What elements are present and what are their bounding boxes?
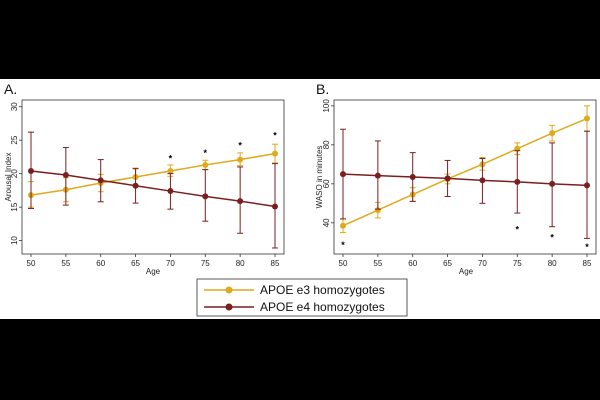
- panel-a-plot-frame: [21, 99, 285, 255]
- panel-a-x-tick-label: 60: [96, 259, 105, 268]
- panel-b-e3-data-point: [549, 130, 556, 137]
- panel-a-letter: A.: [4, 81, 17, 97]
- panel-a-e4-data-point: [132, 182, 139, 189]
- legend-e3-marker: [225, 286, 233, 294]
- panel-b-plot-frame: [333, 99, 597, 255]
- panel-a-e3-data-point: [272, 150, 278, 157]
- panel-b-e3-data-point: [340, 222, 346, 229]
- panel-a-significance-star: *: [273, 130, 277, 140]
- panel-a-e4-data-point: [167, 188, 174, 195]
- panel-b-series: [340, 105, 590, 239]
- panel-b-e4-data-point: [549, 180, 556, 187]
- panel-b-e3-data-point: [374, 207, 381, 214]
- panel-a-x-tick-label: 55: [61, 259, 70, 268]
- panel-b-x-tick-label: 70: [478, 259, 487, 268]
- panel-b-significance-star: *: [341, 240, 345, 250]
- panel-a-series: [28, 131, 278, 249]
- panel-a-e3-data-point: [237, 156, 244, 163]
- panel-a-e4-data-point: [62, 171, 69, 178]
- panel-b-x-tick-label: 75: [513, 259, 522, 268]
- panel-b-significance-star: *: [550, 232, 554, 242]
- panel-b-e4-data-point: [584, 182, 590, 189]
- panel-b-x-ticks: 50 55 60 65 70 75 80 85: [339, 254, 592, 268]
- panel-b-e4-data-point: [340, 171, 346, 178]
- panel-a-x-tick-label: 70: [166, 259, 175, 268]
- panel-b-x-tick-label: 65: [443, 259, 452, 268]
- panel-a-e4-data-point: [202, 193, 209, 200]
- panel-b-x-tick-label: 85: [583, 259, 592, 268]
- panel-b-significance-markers: * * * *: [341, 225, 589, 253]
- panel-b-y-tick-label: 80: [322, 140, 331, 149]
- legend-e3-label: APOE e3 homozygotes: [260, 283, 385, 297]
- panel-b-chart: B. Age WASO in minutes 50 55 60 65 70 75 80 85 …: [315, 81, 597, 276]
- legend-e4-label: APOE e4 homozygotes: [260, 300, 385, 314]
- panel-b-x-tick-label: 60: [408, 259, 417, 268]
- panel-a-e4-data-point: [97, 177, 104, 184]
- panel-b-e4-data-point: [374, 172, 381, 179]
- panel-b-x-tick-label: 50: [339, 259, 348, 268]
- panel-b-e4-data-point: [409, 174, 416, 180]
- panel-a-y-tick-label: 30: [10, 102, 19, 111]
- legend: APOE e3 homozygotes APOE e4 homozygotes: [196, 278, 408, 317]
- panel-b-y-tick-label: 40: [322, 218, 331, 227]
- panel-b-e3-series-line: [342, 117, 588, 227]
- legend-box: [196, 278, 408, 317]
- panel-a-x-tick-label: 80: [236, 259, 245, 268]
- panel-a-e3-data-point: [167, 167, 174, 174]
- panel-a-x-tick-label: 50: [27, 259, 36, 268]
- panel-b-x-tick-label: 55: [373, 259, 382, 268]
- panel-a-y-tick-label: 20: [10, 169, 19, 178]
- panel-a-y-tick-label: 10: [10, 236, 19, 245]
- panel-a-e3-series-line: [30, 152, 276, 196]
- panel-a-x-axis-title: Age: [146, 267, 161, 276]
- panel-a-e3-data-point: [202, 161, 209, 168]
- panel-a-x-tick-label: 65: [131, 259, 140, 268]
- panel-b-y-tick-label: 60: [322, 179, 331, 188]
- panel-a-significance-star: *: [169, 153, 173, 163]
- panel-b-y-ticks: 40 60 80 100: [322, 99, 334, 227]
- panel-a-x-tick-label: 75: [201, 259, 210, 268]
- panel-b-letter: B.: [316, 81, 329, 97]
- panel-a-significance-star: *: [204, 148, 208, 158]
- panel-a-x-tick-label: 85: [271, 259, 280, 268]
- panel-b-e4-data-point: [514, 178, 521, 185]
- legend-e4-marker: [225, 303, 233, 311]
- panel-a-x-ticks: 50 55 60 65 70 75 80 85: [27, 254, 280, 268]
- panel-a-e4-series-line: [30, 170, 276, 208]
- panel-a-e4-data-point: [272, 203, 278, 210]
- panel-a-y-tick-label: 25: [10, 135, 19, 144]
- panel-a-y-tick-label: 15: [10, 202, 19, 211]
- panel-a-significance-markers: * * * *: [169, 130, 278, 163]
- panel-a-y-axis-title: Arousal Index: [4, 153, 13, 202]
- panel-b-x-tick-label: 80: [548, 259, 557, 268]
- panel-b-y-tick-label: 100: [322, 99, 331, 113]
- panel-b-e4-data-point: [479, 177, 486, 184]
- panel-b-significance-star: *: [516, 225, 520, 235]
- panel-a-e4-data-point: [28, 167, 34, 174]
- panel-a-y-ticks: 10 15 20 25 30: [10, 102, 22, 245]
- panel-b-x-axis-title: Age: [459, 267, 474, 276]
- panel-b-e3-data-point: [584, 115, 590, 122]
- panel-a-significance-star: *: [238, 141, 242, 151]
- panel-b-y-axis-title: WASO in minutes: [315, 146, 324, 209]
- panel-b-e4-series-line: [342, 173, 588, 187]
- panel-a-chart: A. Age Arousal Index 50 55 60 65 70 75 80 85 10…: [4, 81, 285, 276]
- panel-b-significance-star: *: [585, 242, 589, 252]
- panel-a-e4-data-point: [237, 198, 244, 205]
- panel-b-e4-data-point: [444, 175, 451, 182]
